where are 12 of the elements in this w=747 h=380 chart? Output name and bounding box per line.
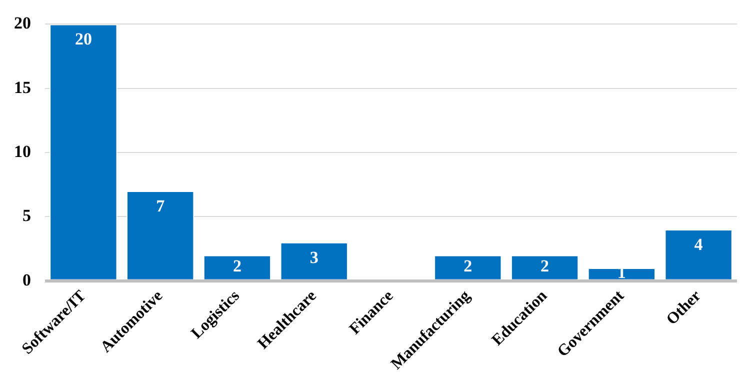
data-label: 2 xyxy=(232,256,242,276)
data-label: 20 xyxy=(74,30,92,49)
y-tick-label: 15 xyxy=(14,78,31,97)
data-label: 2 xyxy=(540,256,550,276)
data-label: 7 xyxy=(156,196,166,216)
data-label: 4 xyxy=(694,234,704,254)
y-tick-label: 10 xyxy=(14,142,31,161)
y-tick-label: 5 xyxy=(22,206,31,226)
y-tick-label: 20 xyxy=(14,14,31,33)
data-label: 3 xyxy=(310,248,318,267)
y-tick-label: 0 xyxy=(22,270,31,290)
data-label: 2 xyxy=(464,256,472,276)
